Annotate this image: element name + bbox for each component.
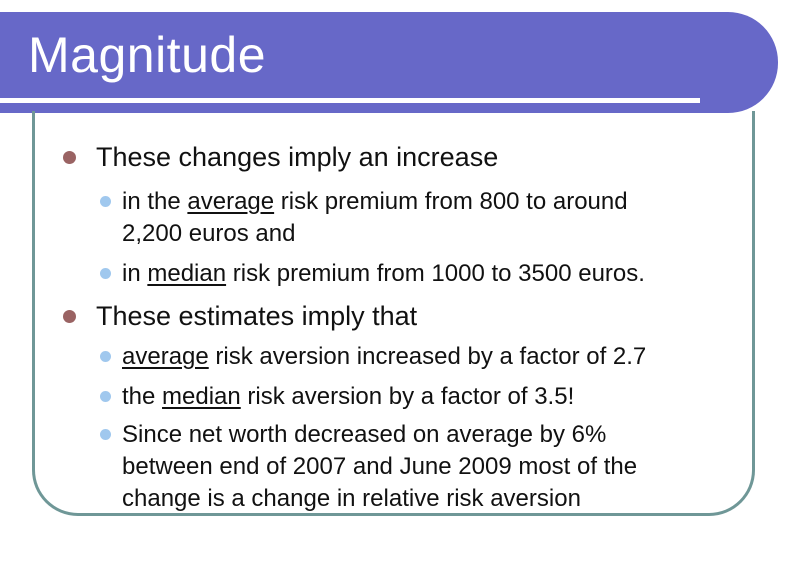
list-item-level2: average risk aversion increased by a fac… <box>60 341 730 373</box>
list-item-level2: the median risk aversion by a factor of … <box>60 381 730 413</box>
level1-bullet-icon <box>63 310 76 323</box>
text-line: These estimates imply that <box>96 299 730 333</box>
content-border <box>32 111 755 516</box>
text-line: change is a change in relative risk aver… <box>122 483 730 515</box>
text-segment: risk premium from 800 to around <box>274 188 628 215</box>
list-item-level1: These estimates imply that <box>60 299 730 333</box>
title-bar: Magnitude <box>0 12 778 113</box>
list-item-level1: These changes imply an increase <box>60 140 730 174</box>
text-segment: the <box>122 383 163 410</box>
text-line: average risk aversion increased by a fac… <box>122 341 730 373</box>
text-line: in median risk premium from 1000 to 3500… <box>122 258 730 290</box>
text-segment-underlined: median <box>162 383 241 410</box>
text-segment: change is a change in relative risk aver… <box>122 485 581 512</box>
text-line: Since net worth decreased on average by … <box>122 419 730 451</box>
level2-bullet-icon <box>100 351 111 362</box>
level2-bullet-icon <box>100 391 111 402</box>
level2-bullet-icon <box>100 429 111 440</box>
title-text-wrap: Magnitude <box>0 12 700 98</box>
text-segment: Since net worth decreased on average by … <box>122 421 607 448</box>
text-segment-underlined: median <box>147 260 227 287</box>
text-segment: These estimates imply that <box>96 301 418 331</box>
text-segment: risk premium from 1000 to 3500 euros. <box>226 260 645 287</box>
title-slit-line <box>0 98 700 103</box>
text-segment: in <box>122 260 148 287</box>
list-item-level2: in median risk premium from 1000 to 3500… <box>60 258 730 290</box>
text-line: These changes imply an increase <box>96 140 730 174</box>
text-segment: These changes imply an increase <box>96 142 499 172</box>
text-line: the median risk aversion by a factor of … <box>122 381 730 413</box>
text-segment-underlined: average <box>187 188 275 215</box>
list-item-level2: in the average risk premium from 800 to … <box>60 186 730 250</box>
text-segment: in the <box>122 188 188 215</box>
text-line: between end of 2007 and June 2009 most o… <box>122 451 730 483</box>
text-line: in the average risk premium from 800 to … <box>122 186 730 218</box>
slide-body: These changes imply an increase in the a… <box>60 140 730 515</box>
list-item-level2: Since net worth decreased on average by … <box>60 419 730 515</box>
text-segment: 2,200 euros and <box>122 220 296 247</box>
text-segment: risk aversion by a factor of 3.5! <box>240 383 575 410</box>
text-line: 2,200 euros and <box>122 218 730 250</box>
level2-bullet-icon <box>100 196 111 207</box>
page-title: Magnitude <box>28 27 266 83</box>
text-segment-underlined: average <box>122 343 209 370</box>
level1-bullet-icon <box>63 151 76 164</box>
level2-bullet-icon <box>100 268 111 279</box>
text-segment: risk aversion increased by a factor of 2… <box>208 343 647 370</box>
text-segment: between end of 2007 and June 2009 most o… <box>122 453 638 480</box>
